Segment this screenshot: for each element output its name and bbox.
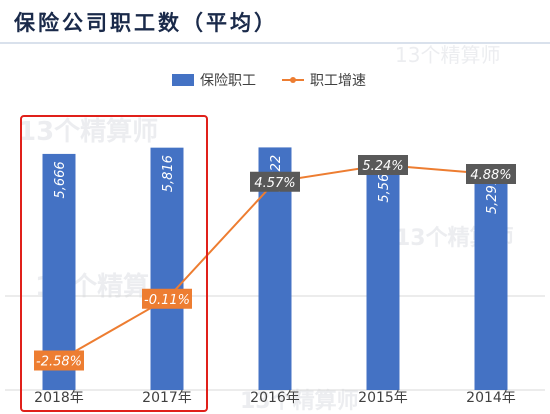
growth-label-box (466, 164, 516, 184)
x-tick-label: 2014年 (466, 390, 516, 406)
growth-value-label: 4.57% (254, 176, 295, 191)
legend-label: 职工增速 (310, 73, 366, 89)
growth-label-box (358, 155, 408, 175)
bar (150, 147, 184, 390)
bar (366, 158, 400, 390)
watermark-text: 13个精算师 (240, 388, 359, 414)
legend-swatch-dot (290, 77, 296, 83)
x-tick-label: 2017年 (142, 390, 192, 406)
x-tick-label: 2018年 (34, 390, 84, 406)
growth-label-box (34, 350, 84, 371)
plot-area: 5,6665,8165,8225,5685,291-2.58%-0.11%4.5… (5, 115, 545, 412)
highlight-frame (20, 115, 208, 412)
bar (474, 169, 508, 390)
growth-value-label: -0.11% (144, 293, 190, 308)
x-tick-label: 2015年 (358, 390, 408, 406)
legend: 保险职工 职工增速 (172, 73, 366, 89)
growth-value-label: -2.58% (36, 355, 82, 370)
watermark-text: 13个精算师 (395, 43, 500, 67)
legend-swatch-bar (172, 74, 194, 86)
bar-value-label: 5,666 (53, 161, 68, 198)
legend-label: 保险职工 (200, 73, 256, 89)
bar-value-label: 5,816 (161, 155, 176, 192)
watermark-text: 13个精算师 (18, 116, 158, 147)
growth-label-box (250, 171, 300, 192)
chart-title: 保险公司职工数（平均） (14, 11, 278, 35)
growth-label-box (142, 288, 192, 309)
growth-value-label: 5.24% (362, 159, 403, 174)
title-underline (0, 42, 550, 44)
growth-value-label: 4.88% (470, 168, 511, 183)
bar-value-label: 5,291 (485, 177, 500, 214)
x-tick-label: 2016年 (250, 390, 300, 406)
